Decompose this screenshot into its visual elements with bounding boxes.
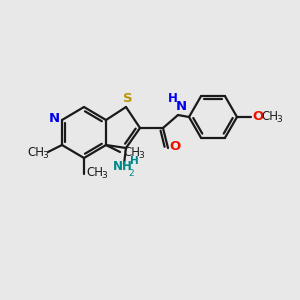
Text: S: S — [123, 92, 133, 104]
Text: H: H — [130, 156, 138, 166]
Text: O: O — [252, 110, 264, 122]
Text: 3: 3 — [101, 170, 107, 179]
Text: N: N — [176, 100, 187, 112]
Text: 3: 3 — [138, 152, 144, 160]
Text: 2: 2 — [128, 169, 134, 178]
Text: O: O — [169, 140, 181, 154]
Text: H: H — [168, 92, 178, 106]
Text: CH: CH — [262, 110, 278, 122]
Text: 3: 3 — [276, 115, 282, 124]
Text: 3: 3 — [42, 152, 48, 160]
Text: CH: CH — [124, 146, 140, 160]
Text: CH: CH — [86, 166, 103, 178]
Text: N: N — [48, 112, 60, 124]
Text: CH: CH — [28, 146, 44, 160]
Text: NH: NH — [113, 160, 133, 173]
